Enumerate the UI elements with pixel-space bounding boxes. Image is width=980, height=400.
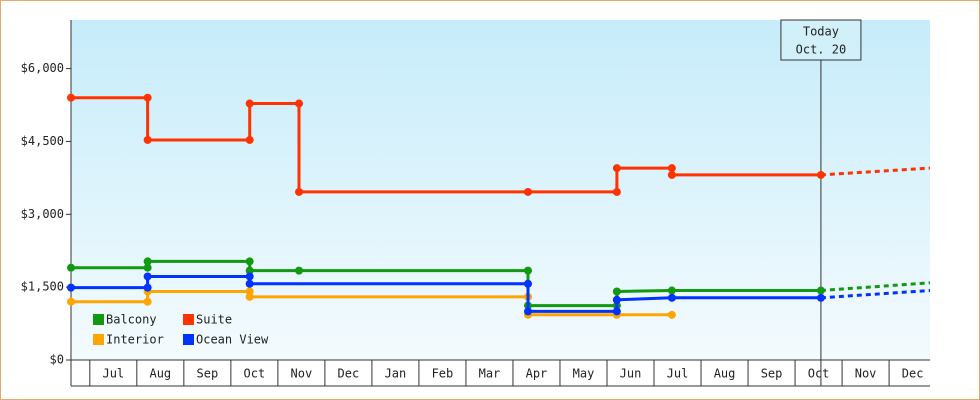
point: [816, 293, 825, 302]
point: [143, 272, 152, 281]
x-tick-label: Nov: [291, 367, 313, 381]
point: [245, 266, 254, 275]
x-tick-label: Jan: [385, 367, 407, 381]
today-label: Today: [803, 25, 839, 39]
y-tick-label: $6,000: [21, 61, 64, 75]
legend-label: Suite: [196, 313, 232, 327]
forecast-line: [820, 289, 931, 300]
point: [667, 164, 676, 173]
point: [667, 310, 676, 319]
point: [143, 263, 152, 272]
point: [245, 279, 254, 288]
point: [612, 187, 621, 196]
point: [295, 99, 304, 108]
legend-swatch: [183, 314, 194, 325]
x-tick-label: Sep: [761, 367, 783, 381]
point: [524, 279, 533, 288]
today-box: [780, 19, 862, 61]
y-tick-label: $0: [50, 353, 64, 367]
x-tick-label: May: [573, 367, 595, 381]
legend-label: Ocean View: [196, 333, 269, 347]
point: [612, 164, 621, 173]
x-tick-label: Oct: [808, 367, 830, 381]
point: [667, 286, 676, 295]
today-label: Oct. 20: [796, 43, 847, 57]
point: [612, 287, 621, 296]
x-tick-label: Aug: [714, 367, 736, 381]
y-tick-label: $3,000: [21, 207, 64, 221]
point: [143, 93, 152, 102]
point: [245, 292, 254, 301]
legend-swatch: [183, 334, 194, 345]
x-tick-label: Jul: [667, 367, 689, 381]
point: [667, 170, 676, 179]
x-tick-label: Feb: [432, 367, 454, 381]
point: [524, 187, 533, 196]
plot-area: [71, 20, 930, 360]
x-tick-label: Sep: [197, 367, 219, 381]
point: [524, 266, 533, 275]
legend-label: Balcony: [106, 313, 157, 327]
point: [67, 283, 75, 292]
point: [295, 187, 304, 196]
point: [524, 307, 533, 316]
x-tick-label: Mar: [479, 367, 501, 381]
point: [245, 135, 254, 144]
x-tick-label: Oct: [244, 367, 266, 381]
point: [245, 272, 254, 281]
forecast-line: [820, 166, 931, 177]
point: [245, 99, 254, 108]
point: [67, 263, 75, 272]
x-tick-label: Dec: [338, 367, 360, 381]
point: [612, 307, 621, 316]
point: [816, 286, 825, 295]
x-tick-label: Jun: [620, 367, 642, 381]
point: [245, 257, 254, 266]
y-tick-label: $1,500: [21, 280, 64, 294]
x-tick-label: Jul: [102, 367, 124, 381]
point: [612, 295, 621, 304]
point: [143, 257, 152, 266]
x-tick-label: Nov: [855, 367, 877, 381]
x-tick-label: Apr: [526, 367, 548, 381]
x-tick-label: Aug: [149, 367, 171, 381]
legend-swatch: [93, 314, 104, 325]
point: [295, 266, 304, 275]
point: [816, 170, 825, 179]
point: [67, 297, 75, 306]
point: [143, 297, 152, 306]
y-tick-label: $4,500: [21, 134, 64, 148]
point: [667, 293, 676, 302]
point: [143, 135, 152, 144]
legend-label: Interior: [106, 333, 164, 347]
forecast-line: [820, 281, 931, 292]
legend-swatch: [93, 334, 104, 345]
x-tick-label: Dec: [902, 367, 924, 381]
point: [67, 93, 75, 102]
point: [143, 283, 152, 292]
